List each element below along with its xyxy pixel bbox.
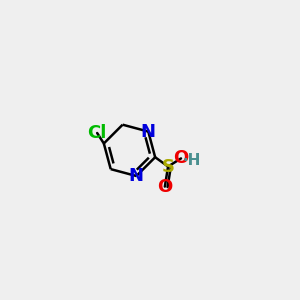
Text: N: N <box>129 167 144 185</box>
Text: Cl: Cl <box>88 124 107 142</box>
Text: ·H: ·H <box>183 153 201 168</box>
Text: S: S <box>162 158 175 175</box>
Text: O: O <box>157 178 172 196</box>
Text: O: O <box>173 149 189 167</box>
Text: N: N <box>141 123 156 141</box>
